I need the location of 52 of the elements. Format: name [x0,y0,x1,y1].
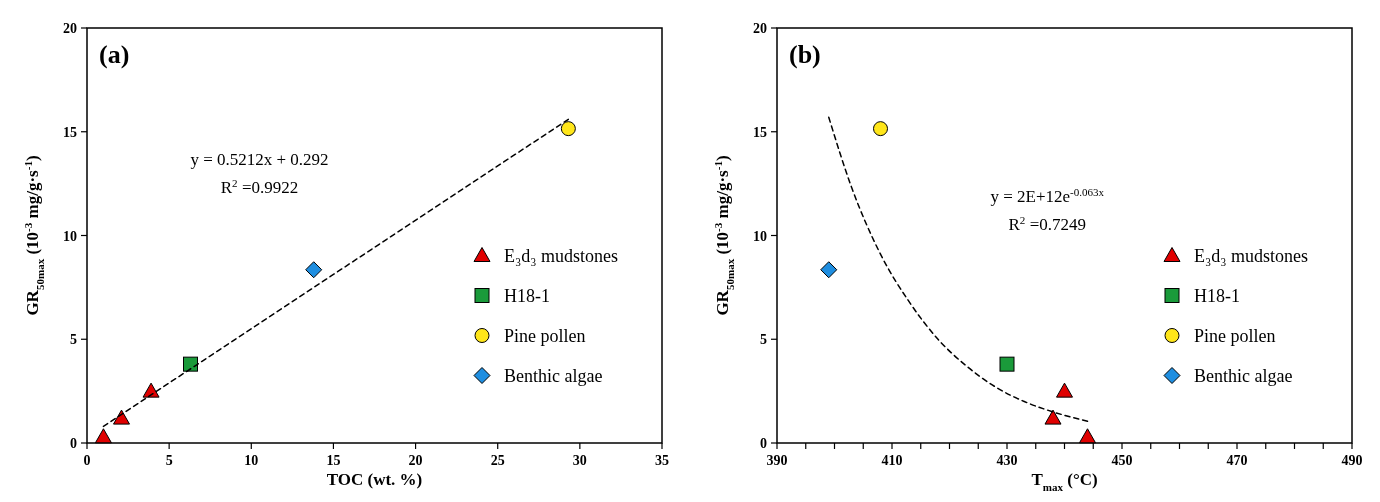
x-tick-label: 430 [996,453,1018,468]
x-axis-title: T$_{max}$ (°C) [1031,470,1098,493]
x-tick-label: 5 [165,453,173,468]
y-tick-label: 20 [63,21,77,36]
point [142,382,160,398]
x-tick-label: 30 [572,453,587,468]
x-tick-label: 0 [83,453,91,468]
y-tick-label: 15 [753,124,767,140]
point [1044,409,1062,425]
annotation: R$^{2}$ =0.9922 [220,176,299,197]
y-tick-label: 10 [63,228,77,244]
y-tick-label: 0 [70,436,77,451]
y-tick-label: 10 [753,228,767,244]
annotation: y = 2E+12e$^{-0.063x}$ [990,186,1105,207]
legend-label: Benthic algae [1194,365,1293,386]
legend-label: E₃d₃ mudstones [1194,245,1309,266]
annotation: R$^{2}$ =0.7249 [1008,214,1086,235]
x-tick-label: 390 [766,453,788,468]
x-tick-label: 35 [655,453,669,468]
legend-label: E₃d₃ mudstones [504,245,619,266]
x-tick-label: 10 [244,453,259,468]
point [183,356,198,372]
x-tick-label: 490 [1341,453,1363,468]
legend-label: H18-1 [1194,285,1240,306]
y-tick-label: 5 [760,332,767,348]
x-tick-label: 15 [326,453,341,468]
y-tick-label: 5 [70,332,77,348]
point [560,121,576,137]
y-tick-label: 20 [753,21,767,36]
legend-label: Benthic algae [504,365,603,386]
y-tick-label: 0 [760,436,767,451]
x-axis-title: TOC (wt. %) [326,470,423,489]
legend-label: H18-1 [504,285,550,306]
x-tick-label: 20 [408,453,423,468]
point [999,356,1015,372]
legend-label: Pine pollen [1194,325,1276,346]
point [1079,428,1096,444]
legend-label: Pine pollen [504,325,586,346]
annotation: y = 0.5212x + 0.292 [190,149,329,169]
text: (a) [99,40,130,69]
point [1056,382,1073,398]
y-tick-label: 15 [63,124,77,140]
point [305,261,323,279]
text: (b) [789,40,821,69]
x-tick-label: 410 [881,453,903,468]
point [94,428,112,444]
x-tick-label: 470 [1226,453,1248,468]
point [113,409,130,425]
x-tick-label: 450 [1111,453,1133,468]
x-tick-label: 25 [490,453,505,468]
point [820,261,838,279]
point [873,121,888,137]
